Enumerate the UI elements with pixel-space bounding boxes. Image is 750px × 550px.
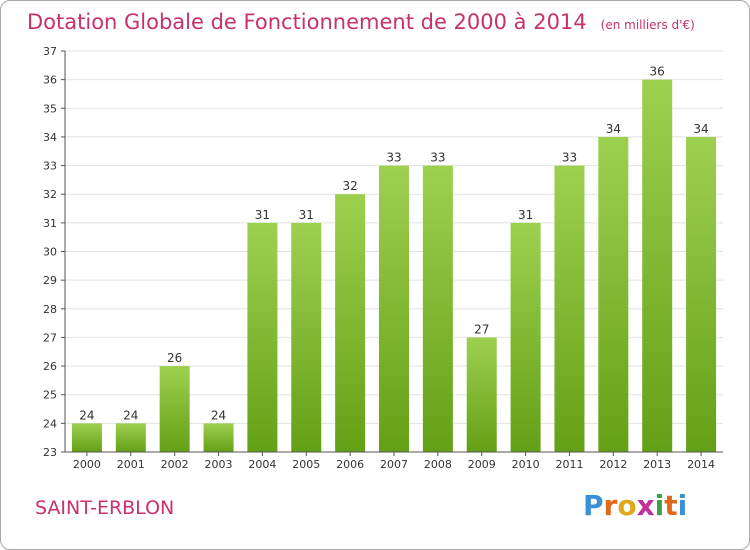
bar-2006 <box>335 194 366 452</box>
commune-name: SAINT-ERBLON <box>35 497 175 519</box>
value-label-2007: 33 <box>386 151 401 165</box>
x-tick-label-2008: 2008 <box>424 458 452 471</box>
bar-2000 <box>71 423 102 452</box>
x-tick-label-2002: 2002 <box>161 458 189 471</box>
value-label-2000: 24 <box>79 408 94 422</box>
bar-2014 <box>686 136 717 452</box>
value-label-2005: 31 <box>299 208 314 222</box>
value-label-2012: 34 <box>606 122 621 136</box>
bar-2008 <box>422 165 453 453</box>
x-tick-label-2009: 2009 <box>468 458 496 471</box>
y-tick-label: 27 <box>43 331 57 344</box>
value-label-2002: 26 <box>167 351 182 365</box>
chart-title: Dotation Globale de Fonctionnement de 20… <box>27 10 587 34</box>
y-tick-label: 35 <box>43 102 57 115</box>
logo-letter: i <box>677 489 688 522</box>
y-tick-label: 26 <box>43 360 57 373</box>
y-tick-label: 25 <box>43 389 57 402</box>
x-tick-label-2006: 2006 <box>336 458 364 471</box>
x-tick-label-2012: 2012 <box>599 458 627 471</box>
y-tick-label: 23 <box>43 446 57 459</box>
value-label-2010: 31 <box>518 208 533 222</box>
bar-2007 <box>379 165 409 453</box>
y-tick-label: 34 <box>43 131 57 144</box>
value-label-2009: 27 <box>474 322 489 336</box>
bar-2009 <box>466 337 497 452</box>
bar-2004 <box>247 222 278 452</box>
bar-2013 <box>642 79 673 453</box>
logo-letter: P <box>583 489 604 522</box>
y-tick-label: 30 <box>43 246 57 259</box>
bar-2010 <box>510 222 541 452</box>
bar-2001 <box>115 423 146 452</box>
y-tick-label: 37 <box>43 45 57 58</box>
y-tick-label: 24 <box>43 417 57 430</box>
y-tick-label: 31 <box>43 217 57 230</box>
x-tick-label-2000: 2000 <box>73 458 101 471</box>
value-label-2001: 24 <box>123 408 138 422</box>
value-label-2004: 31 <box>255 208 270 222</box>
bar-2011 <box>554 165 585 453</box>
value-label-2008: 33 <box>430 151 445 165</box>
y-tick-label: 33 <box>43 160 57 173</box>
value-label-2006: 32 <box>342 179 357 193</box>
x-tick-label-2013: 2013 <box>643 458 671 471</box>
bars: 24 24 26 24 31 31 32 33 33 27 31 33 34 36 34 <box>71 65 717 453</box>
value-label-2013: 36 <box>650 65 665 79</box>
bar-2005 <box>291 222 322 452</box>
value-label-2011: 33 <box>562 151 577 165</box>
x-tick-label-2007: 2007 <box>380 458 408 471</box>
axes: 23 24 25 26 27 28 29 30 31 32 33 34 35 36 37 2000 2001 20… <box>43 45 723 471</box>
x-tick-label-2014: 2014 <box>687 458 715 471</box>
x-tick-label-2004: 2004 <box>248 458 276 471</box>
y-tick-label: 29 <box>43 274 57 287</box>
bar-2012 <box>598 136 629 452</box>
y-tick-label: 28 <box>43 303 57 316</box>
x-tick-label-2005: 2005 <box>292 458 320 471</box>
logo-letter: o <box>617 489 637 522</box>
x-tick-label-2011: 2011 <box>555 458 583 471</box>
value-label-2014: 34 <box>693 122 708 136</box>
bar-2003 <box>203 423 234 452</box>
y-tick-label: 36 <box>43 74 57 87</box>
logo-letter: t <box>664 489 678 522</box>
x-tick-label-2001: 2001 <box>117 458 145 471</box>
chart-header: Dotation Globale de Fonctionnement de 20… <box>27 10 695 34</box>
x-tick-label-2003: 2003 <box>205 458 233 471</box>
y-tick-label: 32 <box>43 188 57 201</box>
logo-letter: i <box>654 489 665 522</box>
chart-unit: (en milliers d'€) <box>600 18 695 32</box>
x-tick-label-2010: 2010 <box>512 458 540 471</box>
logo-letter: r <box>603 489 618 522</box>
bar-2002 <box>159 366 190 452</box>
proxiti-logo[interactable]: Proxiti <box>583 489 687 522</box>
logo-letter: x <box>636 489 655 522</box>
value-label-2003: 24 <box>211 408 226 422</box>
